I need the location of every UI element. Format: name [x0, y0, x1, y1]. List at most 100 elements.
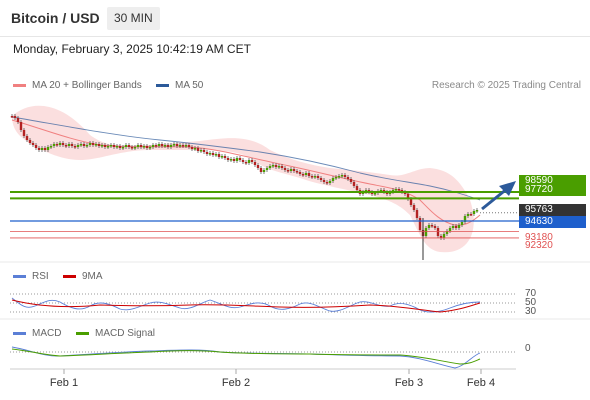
macd-signal-line — [11, 348, 481, 365]
candle-body — [124, 145, 128, 147]
candle-body — [331, 178, 335, 181]
candle-body — [79, 144, 83, 146]
candle-body — [340, 175, 344, 177]
level-label-pivot: 94630 — [519, 216, 586, 228]
candle-body — [343, 175, 347, 177]
candle-body — [304, 173, 308, 175]
candle-body — [58, 143, 62, 145]
candle-body — [355, 186, 359, 190]
candle-body — [76, 145, 80, 147]
candle-body — [142, 146, 146, 148]
candle-body — [43, 148, 47, 150]
candle-body — [460, 222, 464, 225]
candle-body — [61, 143, 65, 145]
research-credit: Research © 2025 Trading Central — [431, 80, 581, 91]
candle-body — [19, 122, 23, 130]
candle-body — [49, 146, 53, 148]
candle-body — [13, 116, 17, 118]
candle-body — [286, 170, 290, 172]
candle-body — [64, 145, 68, 147]
candle-body — [265, 168, 269, 170]
rsi-swatch — [13, 275, 26, 278]
candle-body — [409, 199, 413, 205]
ma50-swatch — [156, 84, 169, 87]
legend-macd-signal: MACD Signal — [76, 328, 155, 339]
candle-body — [94, 144, 98, 146]
candle-body — [22, 130, 26, 136]
candle-body — [184, 145, 188, 147]
candle-body — [454, 226, 458, 228]
projection-arrow — [481, 186, 509, 211]
candle-body — [352, 182, 356, 186]
candle-body — [307, 173, 311, 176]
candle-body — [244, 162, 248, 164]
candle-body — [16, 118, 20, 122]
candle-body — [259, 168, 263, 172]
legend-macd: MACD — [13, 328, 61, 339]
candle-body — [139, 145, 143, 147]
candle-body — [241, 160, 245, 162]
candle-body — [223, 156, 227, 158]
candle-body — [322, 180, 326, 182]
candle-body — [175, 144, 179, 146]
candle-body — [427, 225, 431, 228]
price-levels — [10, 190, 519, 239]
projection-arrow-head — [499, 181, 516, 196]
candle-body — [445, 231, 449, 234]
candle-body — [379, 190, 383, 192]
candle-body — [172, 144, 176, 146]
candle-body — [238, 158, 242, 160]
candle-body — [133, 147, 137, 149]
candle-body — [328, 181, 332, 183]
candle-body — [10, 116, 14, 118]
candle-body — [313, 176, 317, 178]
candle-body — [283, 168, 287, 170]
rsi-level-label-50: 50 — [525, 297, 537, 308]
rsi-label: RSI — [32, 271, 49, 282]
candle-body — [127, 145, 131, 147]
macd-swatch — [13, 332, 26, 335]
macd-line — [11, 346, 481, 369]
ma20-swatch — [13, 84, 26, 87]
candle-body — [253, 162, 257, 165]
candle-body — [166, 145, 170, 147]
candle-body — [109, 145, 113, 147]
candle-body — [226, 158, 230, 160]
candle-body — [430, 225, 434, 227]
level-label-s1: 93180 — [525, 232, 553, 243]
candle-body — [274, 165, 278, 167]
candle-body — [325, 182, 329, 184]
rsi-ma-swatch — [63, 275, 76, 278]
candle-body — [187, 145, 191, 147]
candle-body — [463, 216, 467, 222]
candle-body — [46, 147, 50, 150]
x-label-feb4: Feb 4 — [466, 377, 496, 389]
candle-body — [31, 143, 35, 145]
candle-body — [148, 147, 152, 149]
candle-body — [292, 169, 296, 171]
timestamp: Monday, February 3, 2025 10:42:19 AM CET — [13, 42, 251, 56]
candle-body — [91, 143, 95, 145]
candle-body — [316, 176, 320, 178]
candle-body — [403, 192, 407, 194]
candle-body — [178, 145, 182, 147]
candle-body — [235, 158, 239, 161]
candle-body — [298, 172, 302, 174]
legend-rsi: RSI — [13, 271, 49, 282]
candle-body — [211, 153, 215, 155]
x-label-feb1: Feb 1 — [49, 377, 79, 389]
candle-body — [121, 147, 125, 149]
timeframe-button[interactable]: 30 MIN — [107, 7, 160, 30]
candle-body — [34, 145, 38, 148]
candle-body — [301, 174, 305, 176]
macd-zero-label: 0 — [525, 343, 531, 354]
candle-body — [28, 140, 32, 143]
rsi-level-label-30: 30 — [525, 306, 537, 317]
candle-body — [202, 150, 206, 152]
rsi-line — [11, 297, 481, 313]
candle-body — [160, 144, 164, 146]
candle-body — [415, 210, 419, 218]
candle-body — [433, 226, 437, 228]
candle-body — [337, 176, 341, 178]
